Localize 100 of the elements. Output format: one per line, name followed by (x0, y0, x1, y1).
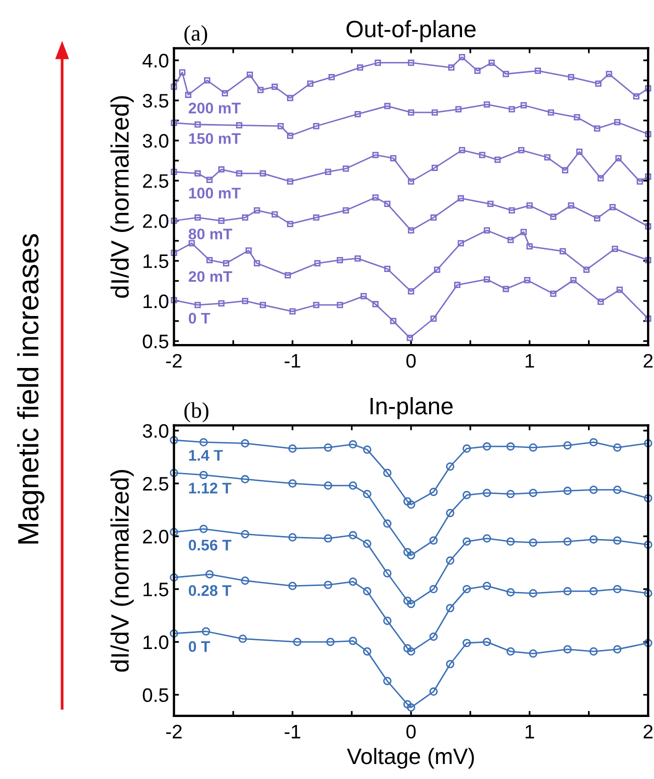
text: (b) (184, 402, 208, 422)
y-tick-label: 0.5 (142, 334, 168, 348)
point (589, 438, 598, 446)
point (383, 676, 392, 686)
point (287, 220, 294, 228)
point (526, 243, 533, 250)
point (446, 660, 454, 668)
point (408, 178, 414, 185)
point (482, 488, 492, 498)
point (170, 120, 178, 126)
point (384, 102, 390, 110)
point (636, 178, 643, 185)
x-tick-label: 1 (526, 354, 534, 368)
point (520, 228, 527, 236)
point (462, 584, 471, 594)
point (288, 533, 297, 542)
point (406, 703, 416, 712)
point (434, 266, 440, 273)
point (568, 202, 574, 209)
series-label: 1.12 T (189, 482, 232, 494)
point (257, 86, 264, 94)
point (454, 282, 460, 288)
point (289, 308, 296, 315)
chart-title: Out-of-plane (346, 20, 476, 42)
point (383, 569, 392, 578)
point (524, 276, 530, 284)
chart-title: In-plane (370, 397, 453, 420)
point (326, 638, 335, 646)
point (254, 207, 260, 214)
point (462, 490, 471, 500)
point (363, 490, 372, 498)
point (188, 240, 195, 246)
point (324, 481, 332, 490)
y-axis-title: dI/dV (normalized) (110, 470, 134, 672)
point (507, 236, 514, 244)
point (430, 214, 437, 221)
point (589, 647, 598, 656)
point (406, 334, 413, 342)
point (272, 84, 278, 90)
point (506, 647, 515, 656)
point (528, 443, 538, 452)
series-label: 200 mT (188, 102, 241, 114)
text: Magnetic field increases (17, 234, 44, 544)
point (406, 551, 416, 560)
y-tick-label: 0.5 (142, 688, 168, 702)
point (194, 302, 201, 308)
point (383, 468, 392, 478)
point (644, 174, 652, 180)
point (568, 74, 574, 80)
point (528, 649, 538, 658)
point (363, 647, 372, 656)
point (432, 164, 438, 171)
point (488, 60, 495, 66)
point (448, 64, 454, 71)
point (260, 170, 266, 177)
y-tick-label: 4.0 (142, 54, 168, 68)
point (374, 60, 381, 66)
point (170, 84, 178, 90)
point (479, 152, 486, 158)
point (348, 578, 358, 586)
point (240, 439, 250, 448)
point (222, 90, 228, 96)
point (560, 248, 566, 254)
point (482, 582, 492, 590)
point (520, 102, 527, 108)
y-axis-title: dI/dV (normalized) (110, 96, 134, 298)
point (240, 576, 250, 585)
point (170, 297, 178, 304)
point (506, 490, 515, 498)
point (206, 176, 213, 183)
point (170, 573, 178, 582)
point (199, 524, 208, 534)
point (170, 629, 178, 638)
point (170, 468, 178, 478)
y-tick-label: 1.5 (144, 582, 168, 596)
point (278, 122, 284, 130)
point (458, 240, 464, 246)
point (342, 165, 349, 172)
point (613, 443, 622, 452)
series-label: 0 T (188, 312, 210, 324)
point (170, 528, 178, 536)
point (408, 227, 414, 234)
x-axis-title: Voltage (mV) (346, 748, 474, 769)
point (589, 535, 598, 544)
point (293, 638, 302, 646)
point (570, 276, 577, 284)
point (429, 687, 438, 696)
point (563, 587, 572, 596)
point (406, 500, 416, 509)
point (199, 438, 208, 446)
point (383, 519, 392, 528)
x-tick-label: 0 (406, 354, 416, 368)
series-label: 150 mT (189, 133, 241, 144)
series-label: 0.56 T (188, 540, 232, 551)
point (644, 85, 652, 92)
point (598, 175, 604, 182)
point (403, 548, 412, 556)
point (446, 604, 454, 612)
point (313, 302, 320, 308)
point (484, 101, 490, 108)
